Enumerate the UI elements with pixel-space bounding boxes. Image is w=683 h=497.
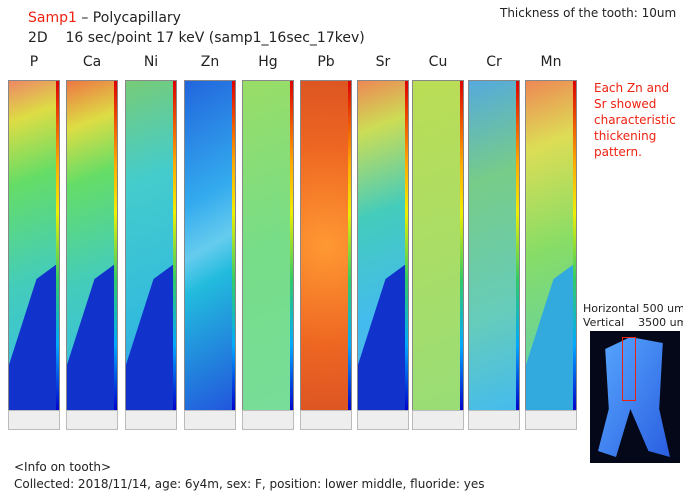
map-toolbar [66, 410, 118, 430]
element-map [357, 80, 409, 412]
element-label: Cu [428, 54, 448, 70]
element-map [8, 80, 60, 412]
low-region [526, 262, 576, 411]
element-label: Pb [317, 54, 335, 70]
map-toolbar [242, 410, 294, 430]
element-map [66, 80, 118, 412]
thickness: Thickness of the tooth: 10um [500, 6, 677, 20]
color-bar [460, 81, 463, 411]
scale-h: Horizontal 500 um [583, 302, 683, 315]
element-map [525, 80, 577, 412]
map-toolbar [8, 410, 60, 430]
tooth-photo [590, 331, 680, 463]
low-region [126, 262, 176, 411]
map-toolbar [412, 410, 464, 430]
note: Each Zn and Sr showed characteristic thicke… [594, 80, 676, 160]
color-bar [516, 81, 519, 411]
info-title: <Info on tooth> [14, 460, 112, 474]
low-region [67, 262, 117, 411]
sample-name: Samp1 [28, 10, 77, 26]
map-toolbar [125, 410, 177, 430]
element-label: Hg [258, 54, 278, 70]
map-toolbar [184, 410, 236, 430]
note-line: Each Zn and [594, 81, 670, 95]
element-map [300, 80, 352, 412]
note-line: characteristic [594, 113, 676, 127]
color-bar [405, 81, 408, 411]
element-label: Zn [200, 54, 220, 70]
element-label: Ni [143, 54, 159, 70]
method: – Polycapillary [76, 10, 181, 26]
element-label: Cr [486, 54, 502, 70]
info-details: Collected: 2018/11/14, age: 6y4m, sex: F… [14, 477, 485, 491]
element-map [242, 80, 294, 412]
low-region [358, 262, 408, 411]
title-line: Samp1 – Polycapillary [28, 10, 181, 26]
low-region [9, 262, 59, 411]
color-bar [173, 81, 176, 411]
note-line: pattern. [594, 145, 642, 159]
element-map [468, 80, 520, 412]
element-label: P [29, 54, 39, 70]
color-bar [232, 81, 235, 411]
element-map [184, 80, 236, 412]
element-map [125, 80, 177, 412]
color-bar [573, 81, 576, 411]
map-toolbar [468, 410, 520, 430]
color-bar [348, 81, 351, 411]
scale-v: Vertical 3500 um [583, 316, 683, 329]
element-label: Ca [82, 54, 102, 70]
map-toolbar [525, 410, 577, 430]
element-label: Sr [375, 54, 391, 70]
color-bar [56, 81, 59, 411]
conditions: 2D 16 sec/point 17 keV (samp1_16sec_17ke… [28, 30, 365, 46]
element-map [412, 80, 464, 412]
color-bar [290, 81, 293, 411]
note-line: Sr showed [594, 97, 657, 111]
map-toolbar [357, 410, 409, 430]
map-toolbar [300, 410, 352, 430]
color-bar [114, 81, 117, 411]
note-line: thickening [594, 129, 657, 143]
element-label: Mn [540, 54, 562, 70]
